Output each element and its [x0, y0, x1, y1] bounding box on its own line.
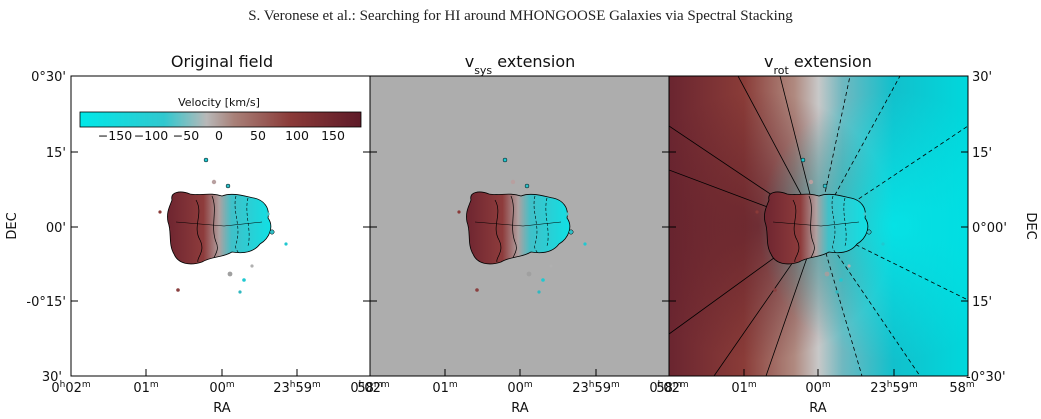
y-tick-label: 00' [46, 221, 66, 236]
colorbar-tick: 150 [321, 128, 345, 143]
y-tick-label: 30' [42, 370, 62, 385]
y-axis-label-right: DEC [1023, 212, 1038, 239]
x-axis-label: RA [511, 401, 529, 416]
colorbar-bar [79, 111, 362, 128]
panel-title: vsys extension [465, 52, 576, 77]
x-tick-label: 23h59m [572, 380, 620, 396]
y-tick-label: 15' [46, 146, 66, 161]
colorbar-tick: −50 [173, 128, 199, 143]
panel-original-field: Velocity [km/s] −150 −100 −50 0 50 100 1… [70, 52, 371, 377]
x-tick-label: 23h59m [870, 380, 918, 396]
y-axis-right: 30' 15' 0°00' 15' -0°30' DEC [966, 70, 1038, 385]
y-tick-label: -0°15' [26, 295, 66, 310]
panel-title: vrot extension [764, 52, 872, 77]
y-tick-label: 15' [972, 295, 992, 310]
y-tick-label: 15' [972, 146, 992, 161]
panel-title: Original field [171, 52, 273, 71]
colorbar-tick: 50 [250, 128, 266, 143]
x-tick-label: 00m [209, 380, 234, 396]
panel-vrot-extension: vrot extension [668, 52, 969, 377]
x-tick-label: 23h59m [273, 380, 321, 396]
x-tick-label: 58m [949, 380, 974, 396]
colorbar-tick: −150 [98, 128, 132, 143]
x-axis-label: RA [213, 401, 231, 416]
x-tick-label: 0h02m [51, 380, 90, 396]
y-tick-label: 0°30' [31, 70, 66, 85]
x-tick-label: 58m [357, 380, 382, 396]
colorbar-label: Velocity [km/s] [178, 96, 260, 109]
colorbar-tick: −100 [134, 128, 168, 143]
tick-marks [71, 151, 968, 376]
panel-vsys-extension: vsys extension [369, 52, 670, 377]
colorbar-tick: 0 [215, 128, 223, 143]
y-axis-left: 0°30' 15' 00' -0°15' 30' DEC [5, 70, 66, 385]
y-axis-label: DEC [5, 212, 20, 239]
x-tick-label: 0h02m [649, 380, 688, 396]
x-tick-label: 01m [432, 380, 457, 396]
x-tick-label: 58m [656, 380, 681, 396]
x-tick-label: 00m [805, 380, 830, 396]
colorbar-tick: 100 [285, 128, 309, 143]
x-tick-label: 01m [731, 380, 756, 396]
x-tick-label: 00m [507, 380, 532, 396]
x-tick-label: 01m [133, 380, 158, 396]
x-tick-label: 0h02m [350, 380, 389, 396]
y-tick-label: 0°00' [972, 221, 1007, 236]
running-header: S. Veronese et al.: Searching for HI aro… [248, 8, 793, 24]
colorbar: Velocity [km/s] −150 −100 −50 0 50 100 1… [79, 96, 362, 143]
x-axis-label: RA [809, 401, 827, 416]
y-tick-label: -0°30' [966, 370, 1006, 385]
y-tick-label: 30' [972, 70, 992, 85]
x-axis-ticks: 0h02m 01m 00m 23h59m 58m 0h02m 01m 00m 2… [51, 380, 974, 416]
